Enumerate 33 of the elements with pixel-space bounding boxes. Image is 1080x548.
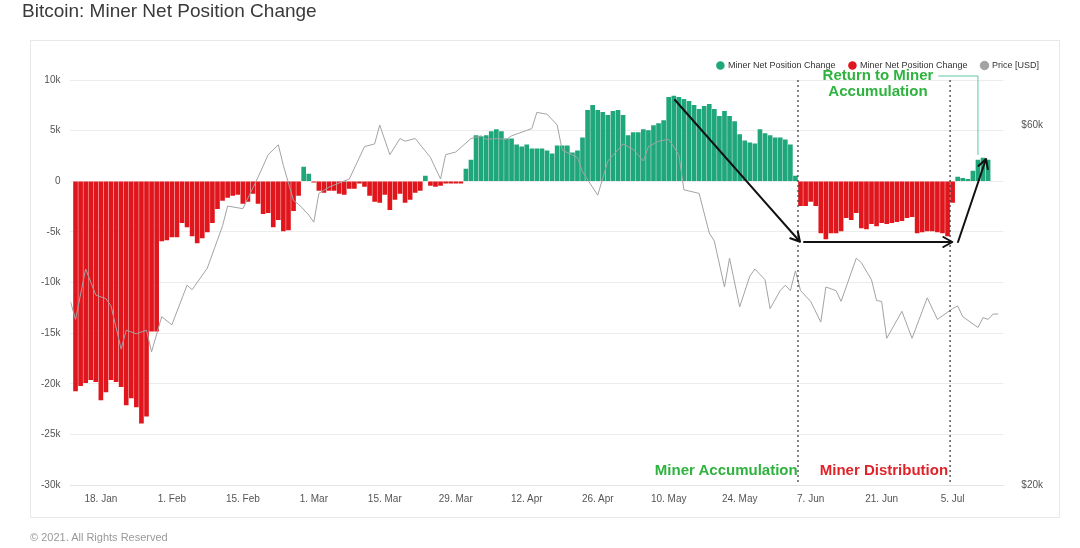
x-tick-label: 1. Feb bbox=[157, 492, 187, 504]
x-tick-label: 21. Jun bbox=[865, 492, 899, 504]
bar bbox=[417, 181, 423, 191]
bar bbox=[423, 175, 428, 182]
y-tick-label: 5k bbox=[49, 124, 62, 136]
legend-label: Price [USD] bbox=[991, 59, 1040, 70]
x-tick-label: 26. Apr bbox=[581, 492, 615, 504]
x-tick-label: 15. Mar bbox=[367, 492, 403, 504]
x-tick-label: 12. Apr bbox=[510, 492, 544, 504]
annotation: Miner Distribution bbox=[819, 460, 949, 478]
x-tick-label: 24. May bbox=[721, 492, 758, 504]
y-tick-label: -15k bbox=[41, 326, 62, 338]
y-tick-label: -5k bbox=[46, 225, 62, 237]
x-tick-label: 5. Jul bbox=[940, 492, 965, 504]
y-tick-label: -30k bbox=[41, 478, 62, 490]
annotation: Miner Accumulation bbox=[654, 460, 798, 478]
x-tick-label: 1. Mar bbox=[299, 492, 329, 504]
y-tick-label: -25k bbox=[41, 428, 62, 440]
y-tick-label: 10k bbox=[44, 73, 62, 85]
x-tick-label: 7. Jun bbox=[797, 492, 825, 504]
chart-title: Bitcoin: Miner Net Position Change bbox=[22, 0, 317, 22]
x-tick-label: 15. Feb bbox=[225, 492, 261, 504]
x-tick-label: 10. May bbox=[650, 492, 687, 504]
bar bbox=[955, 176, 961, 182]
x-tick-label: 18. Jan bbox=[84, 492, 118, 504]
legend-label: Miner Net Position Change bbox=[859, 59, 968, 70]
y-tick-label: -10k bbox=[41, 276, 62, 288]
text: © 2021. All Rights Reserved bbox=[30, 531, 168, 543]
y2-tick-label: $20k bbox=[1021, 478, 1044, 490]
y-tick-label: -20k bbox=[41, 377, 62, 389]
y-tick-label: 0 bbox=[54, 175, 61, 186]
x-tick-label: 29. Mar bbox=[438, 492, 474, 504]
y2-tick-label: $60k bbox=[1021, 118, 1044, 130]
